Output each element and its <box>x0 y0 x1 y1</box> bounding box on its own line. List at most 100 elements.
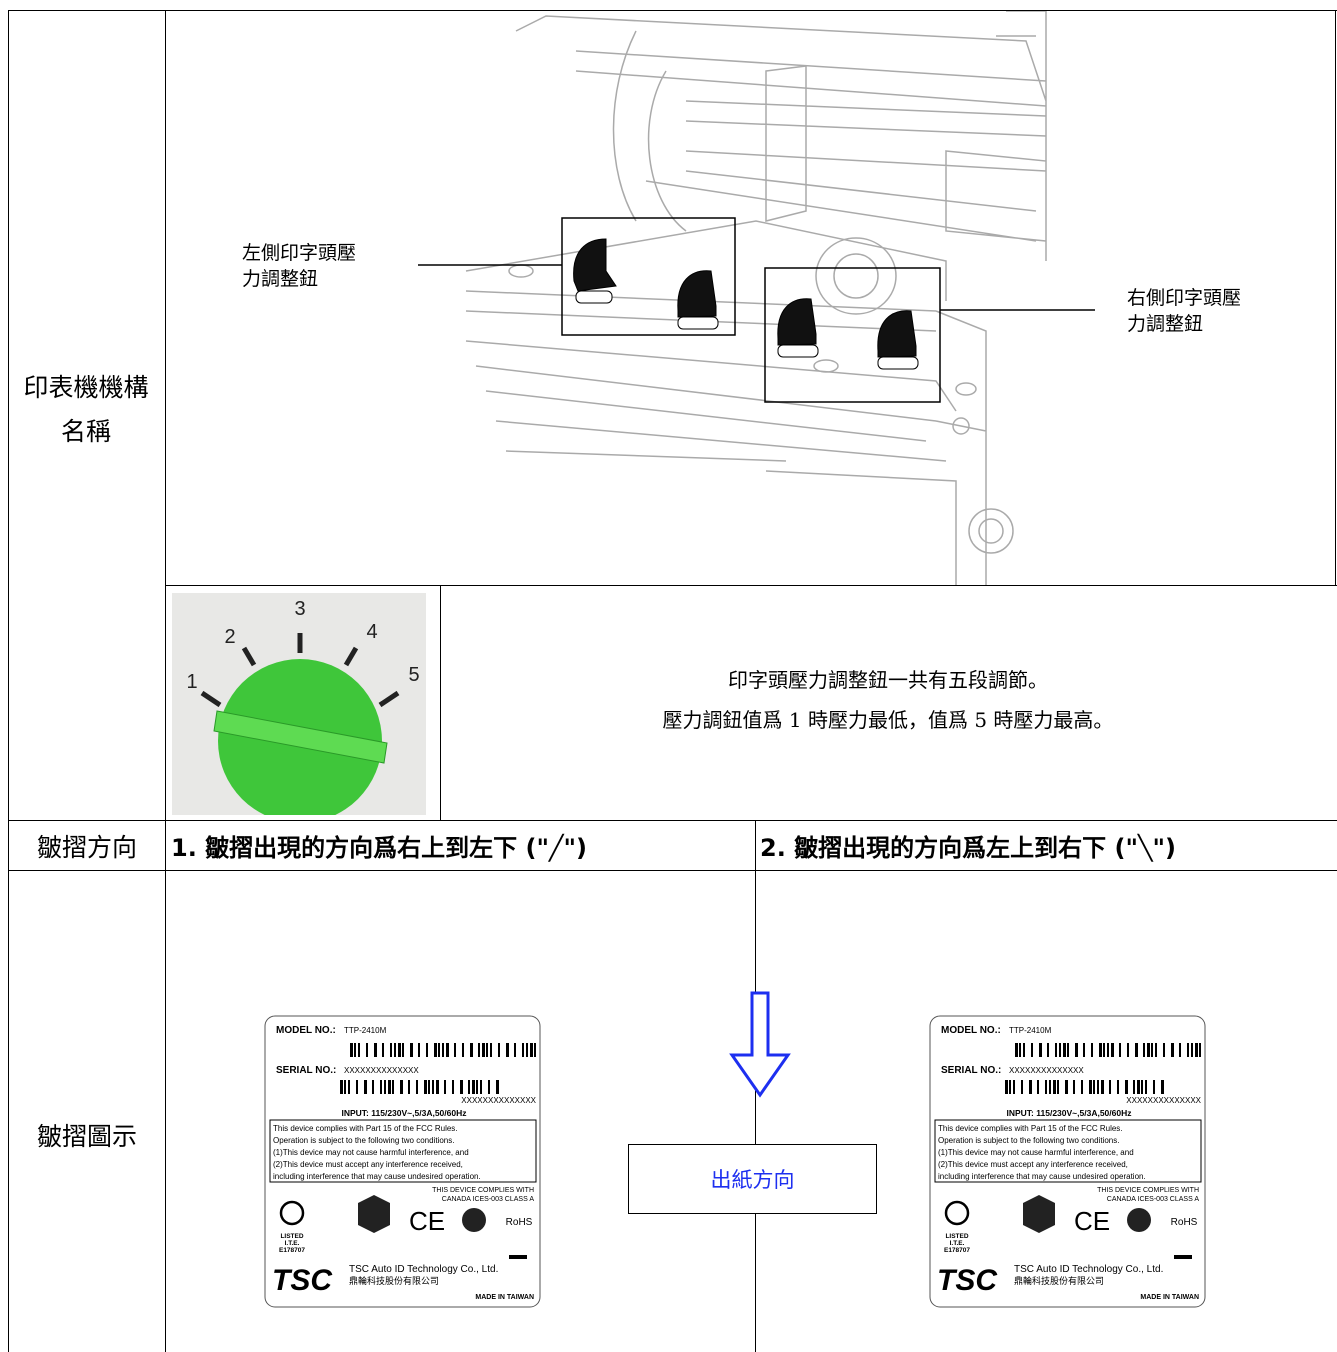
weee-bar <box>509 1255 527 1259</box>
barcode-bar <box>426 1043 428 1057</box>
barcode-bar <box>1117 1080 1119 1094</box>
barcode-bar <box>1099 1043 1102 1057</box>
knob-number: 1 <box>186 671 197 693</box>
barcode-bar <box>1153 1080 1155 1094</box>
ul-mark <box>279 1200 305 1226</box>
barcode-bar <box>1073 1080 1075 1094</box>
barcode-bar <box>496 1080 499 1094</box>
barcode-bar <box>1111 1043 1114 1057</box>
barcode-bar <box>1109 1080 1111 1094</box>
barcode-bar <box>468 1080 470 1094</box>
barcode-bar <box>390 1043 392 1057</box>
tuv-mark <box>358 1195 390 1233</box>
barcode-bar <box>1009 1080 1011 1094</box>
label-text: E178707 <box>944 1247 970 1254</box>
barcode-bar <box>488 1080 490 1094</box>
label-text: This device complies with Part 15 of the… <box>938 1124 1123 1133</box>
barcode-bar <box>1093 1080 1095 1094</box>
label-text: MADE IN TAIWAN <box>475 1294 534 1301</box>
knob-number: 2 <box>224 626 235 648</box>
label-text: LISTED <box>280 1233 303 1240</box>
barcode-bar <box>364 1080 367 1094</box>
label-text: 鼎輪科技股份有限公司 <box>1014 1275 1104 1286</box>
label-text: I.T.E. <box>285 1240 300 1247</box>
label-text: XXXXXXXXXXXXXX <box>344 1066 419 1075</box>
label-text: I.T.E. <box>950 1240 965 1247</box>
brand-logo: TSC <box>272 1264 333 1297</box>
barcode-bar <box>522 1043 524 1057</box>
label-text: THIS DEVICE COMPLIES WITH <box>1097 1187 1199 1194</box>
label-text: TTP-2410M <box>1009 1026 1052 1035</box>
barcode-bar <box>526 1043 528 1057</box>
knob-number: 3 <box>294 598 305 620</box>
barcode-bar <box>506 1043 509 1057</box>
barcode-bar <box>452 1080 454 1094</box>
barcode-bar <box>344 1080 346 1094</box>
c-tick-mark <box>1127 1208 1151 1232</box>
label-text: including interference that may cause un… <box>273 1172 481 1181</box>
label-text: This device complies with Part 15 of the… <box>273 1124 458 1133</box>
barcode-bar <box>340 1080 343 1094</box>
label-text: MADE IN TAIWAN <box>1140 1294 1199 1301</box>
barcode-bar <box>1161 1080 1164 1094</box>
row-header: 皺摺方向 <box>36 832 137 862</box>
border <box>8 10 1337 11</box>
barcode-bar <box>1015 1043 1018 1057</box>
label-text: (1)This device may not cause harmful int… <box>938 1148 1134 1157</box>
barcode-bar <box>1133 1080 1135 1094</box>
barcode-bar <box>428 1080 430 1094</box>
barcode-bar <box>442 1043 444 1057</box>
feed-direction-box: 出紙方向 <box>628 1144 877 1214</box>
barcode-bar <box>1179 1043 1181 1057</box>
brand-logo: TSC <box>937 1264 998 1297</box>
barcode-bar <box>1127 1043 1129 1057</box>
border <box>165 10 166 1352</box>
barcode-bar <box>1145 1080 1147 1094</box>
label-text: INPUT: 115/230V~,5/3A,50/60Hz <box>342 1108 467 1118</box>
label-text: XXXXXXXXXXXXXX <box>461 1096 536 1105</box>
barcode-bar <box>1137 1080 1140 1094</box>
barcode-bar <box>392 1080 394 1094</box>
product-label: MODEL NO.: TTP-2410M SERIAL NO.: XXXXXXXXXX… <box>929 1015 1206 1308</box>
barcode-bar <box>418 1043 420 1057</box>
barcode-bar <box>476 1080 478 1094</box>
barcode-bar <box>486 1043 488 1057</box>
barcode-bar <box>482 1043 485 1057</box>
barcode-bar <box>384 1080 386 1094</box>
barcode-bar <box>444 1080 446 1094</box>
barcode-bar <box>400 1080 403 1094</box>
barcode-bar <box>1053 1080 1056 1094</box>
case-title: 1. 皺摺出現的方向爲右上到左下 ("╱") <box>171 834 587 862</box>
barcode-bar <box>1063 1043 1066 1057</box>
label-text: MODEL NO.: <box>941 1025 1001 1036</box>
product-label: MODEL NO.: TTP-2410M SERIAL NO.: XXXXXXXXXX… <box>264 1015 541 1308</box>
barcode-bar <box>394 1043 396 1057</box>
label-text: CANADA ICES-003 CLASS A <box>442 1196 535 1203</box>
printer-drawing <box>418 11 1095 585</box>
barcode-bar <box>358 1043 360 1057</box>
barcode-bar <box>1125 1080 1128 1094</box>
barcode-bar <box>398 1043 401 1057</box>
barcode-bar <box>354 1043 356 1057</box>
border <box>165 585 1337 586</box>
barcode-bar <box>1021 1080 1023 1094</box>
description-line: 印字頭壓力調整鈕一共有五段調節。 <box>728 668 1048 692</box>
label-text: 鼎輪科技股份有限公司 <box>349 1275 439 1286</box>
label-text: Operation is subject to the following tw… <box>938 1136 1119 1145</box>
barcode-bar <box>1047 1043 1049 1057</box>
callout: 左側印字頭壓力調整鈕 <box>242 242 357 290</box>
barcode-bar <box>1171 1043 1174 1057</box>
label-text: Operation is subject to the following tw… <box>273 1136 454 1145</box>
barcode-bar <box>1141 1080 1143 1094</box>
barcode-bar <box>1031 1043 1033 1057</box>
row-header: 印表機機構名稱 <box>23 373 149 446</box>
barcode-bar <box>1199 1043 1201 1057</box>
label-text: TSC Auto ID Technology Co., Ltd. <box>349 1264 498 1275</box>
border <box>8 870 1337 871</box>
knob-number: 4 <box>366 621 377 643</box>
barcode-bar <box>1101 1080 1104 1094</box>
ce-mark: CE <box>1074 1206 1110 1236</box>
barcode-bar <box>480 1080 482 1094</box>
barcode-bar <box>366 1043 368 1057</box>
